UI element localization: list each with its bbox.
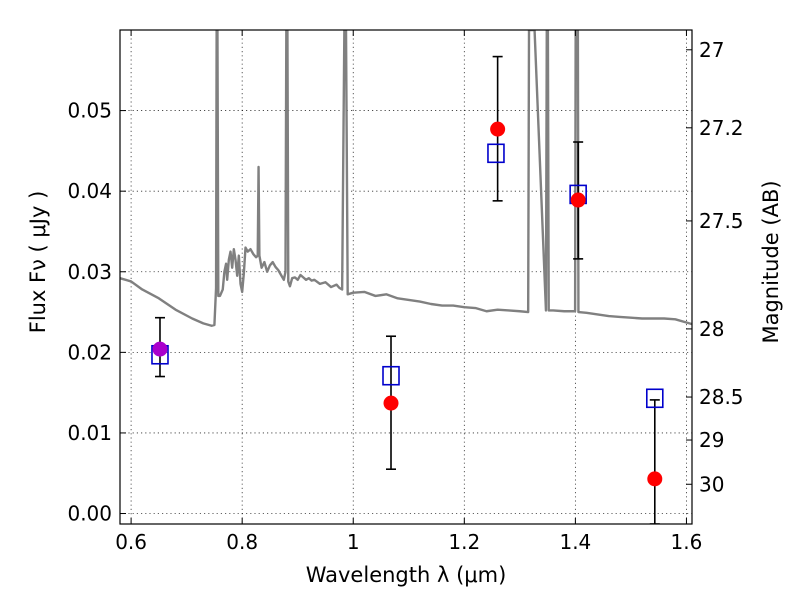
y-right-axis-label: Magnitude (AB): [759, 180, 783, 343]
y-tick-label: 0.02: [67, 340, 112, 364]
observed-point: [570, 192, 586, 208]
x-axis-label: Wavelength λ (μm): [306, 563, 507, 587]
y-axis-label: Flux Fν ( μJy ): [26, 191, 50, 334]
x-tick-label: 0.6: [115, 530, 147, 554]
y-tick-label: 0.03: [67, 260, 112, 284]
tick-layer: 0.6 0.8 1 1.2 1.4 1.6 0.00 0.01 0.02 0.03 0.04 0.05…: [67, 30, 744, 554]
model-band-square: [645, 388, 664, 409]
x-tick-label: 0.8: [226, 530, 258, 554]
x-tick-label: 1.6: [671, 530, 703, 554]
grid-layer: [120, 30, 692, 524]
series-layer: [120, 30, 692, 524]
observed-point: [383, 395, 399, 411]
right-tick-label: 27.2: [699, 116, 744, 140]
right-tick-label: 30: [699, 472, 724, 496]
y-tick-label: 0.01: [67, 421, 112, 445]
observed-point: [490, 121, 506, 137]
y-tick-label: 0.05: [67, 99, 112, 123]
observed-point: [647, 471, 663, 487]
y-tick-label: 0.00: [67, 502, 112, 526]
x-tick-label: 1: [347, 530, 360, 554]
right-tick-label: 27: [699, 38, 724, 62]
right-tick-label: 28.5: [699, 385, 744, 409]
x-tick-label: 1.4: [559, 530, 591, 554]
model-band-square: [487, 143, 505, 164]
y-tick-label: 0.04: [67, 179, 112, 203]
model-band-square: [382, 365, 400, 386]
plot-frame: [119, 29, 693, 525]
right-tick-label: 28: [699, 317, 724, 341]
observed-point: [152, 341, 168, 357]
right-tick-label: 29: [699, 428, 724, 452]
right-tick-label: 27.5: [699, 209, 744, 233]
model-spectrum-line: [120, 30, 692, 327]
x-tick-label: 1.2: [448, 530, 480, 554]
